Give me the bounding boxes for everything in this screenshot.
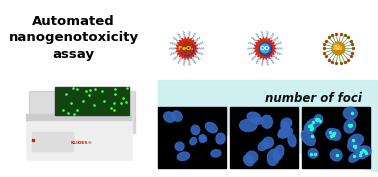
Text: number of foci: number of foci xyxy=(265,92,363,105)
Bar xyxy=(26,118,132,160)
Ellipse shape xyxy=(191,125,200,135)
Text: Au: Au xyxy=(333,45,344,52)
Ellipse shape xyxy=(301,130,315,146)
Ellipse shape xyxy=(246,151,258,163)
Bar xyxy=(29,91,135,133)
Ellipse shape xyxy=(326,129,338,139)
Ellipse shape xyxy=(247,112,261,122)
Polygon shape xyxy=(158,81,378,172)
Ellipse shape xyxy=(314,115,322,125)
Ellipse shape xyxy=(216,133,225,144)
Ellipse shape xyxy=(356,146,371,157)
Ellipse shape xyxy=(281,122,290,131)
Ellipse shape xyxy=(308,149,318,158)
Ellipse shape xyxy=(190,138,197,145)
Ellipse shape xyxy=(348,134,363,147)
Ellipse shape xyxy=(199,135,206,142)
Ellipse shape xyxy=(177,152,190,161)
Ellipse shape xyxy=(243,155,254,166)
Ellipse shape xyxy=(175,142,184,151)
Bar xyxy=(26,115,132,121)
Text: FeO$_x$: FeO$_x$ xyxy=(177,44,196,53)
Text: KLIDES®: KLIDES® xyxy=(70,141,92,144)
Ellipse shape xyxy=(349,152,360,162)
Bar xyxy=(55,87,129,115)
Ellipse shape xyxy=(252,117,263,124)
Polygon shape xyxy=(176,38,198,59)
Ellipse shape xyxy=(343,107,357,119)
Bar xyxy=(302,107,370,168)
Ellipse shape xyxy=(348,142,359,152)
Circle shape xyxy=(259,43,270,54)
Ellipse shape xyxy=(330,149,342,161)
Ellipse shape xyxy=(281,118,292,128)
Ellipse shape xyxy=(211,150,221,157)
Bar xyxy=(56,88,128,115)
Ellipse shape xyxy=(304,122,316,133)
Text: QD: QD xyxy=(260,46,270,51)
Ellipse shape xyxy=(267,149,279,165)
Ellipse shape xyxy=(344,119,356,133)
Ellipse shape xyxy=(273,145,284,161)
Circle shape xyxy=(182,44,191,53)
Ellipse shape xyxy=(306,119,320,129)
Bar xyxy=(32,132,74,152)
Circle shape xyxy=(334,44,339,50)
Circle shape xyxy=(181,43,192,54)
Ellipse shape xyxy=(288,134,296,147)
Bar xyxy=(158,107,226,168)
Circle shape xyxy=(332,42,345,55)
Ellipse shape xyxy=(172,111,182,121)
Text: Automated
nanogenotoxicity
assay: Automated nanogenotoxicity assay xyxy=(9,15,139,61)
Ellipse shape xyxy=(278,128,293,138)
Ellipse shape xyxy=(206,122,217,133)
Ellipse shape xyxy=(258,141,269,150)
Ellipse shape xyxy=(262,115,273,128)
Bar xyxy=(230,107,298,168)
Polygon shape xyxy=(254,38,276,59)
Ellipse shape xyxy=(279,128,289,138)
Ellipse shape xyxy=(330,129,341,140)
Ellipse shape xyxy=(199,135,206,142)
Ellipse shape xyxy=(263,137,273,148)
Ellipse shape xyxy=(164,112,175,122)
Ellipse shape xyxy=(356,148,367,159)
Ellipse shape xyxy=(240,119,257,132)
Circle shape xyxy=(333,43,344,54)
Circle shape xyxy=(260,44,269,53)
